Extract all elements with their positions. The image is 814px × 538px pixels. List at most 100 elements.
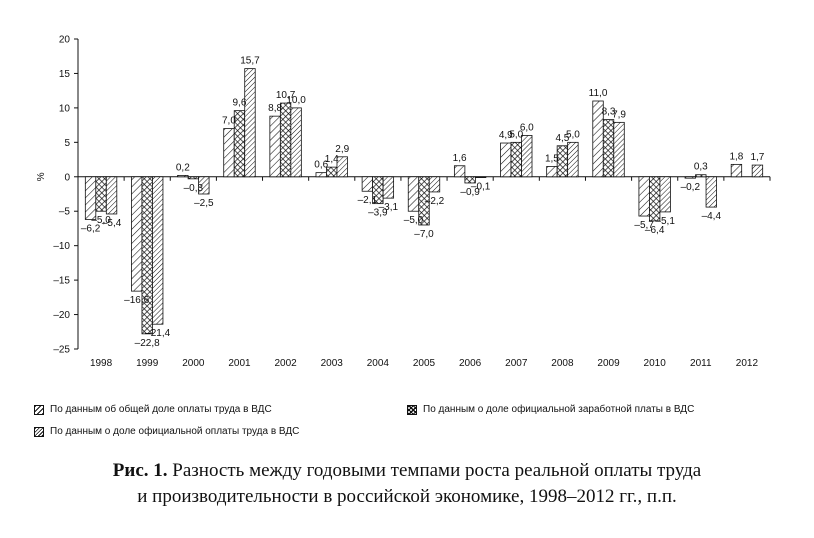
- y-tick-label: 20: [59, 35, 71, 46]
- bar-cross: [695, 174, 707, 178]
- y-tick-label: –20: [53, 310, 70, 321]
- y-tick-label: 10: [59, 103, 71, 114]
- data-label: 1,6: [453, 153, 467, 164]
- data-label: 6,0: [520, 122, 534, 133]
- data-label: –0,3: [184, 183, 204, 194]
- data-label: –2,2: [425, 196, 445, 207]
- data-label: 2,9: [335, 144, 349, 155]
- bars: [84, 68, 764, 335]
- data-label: –5,1: [655, 216, 675, 227]
- bar-diag-dense: [290, 107, 302, 178]
- y-tick-label: –25: [53, 345, 70, 356]
- data-label: 15,7: [240, 56, 260, 67]
- bar-diag-sparse: [453, 165, 466, 178]
- x-tick-label: 2009: [597, 358, 620, 369]
- data-labels: –6,2 –16,6 0,2 7,0 8,8 0,6 –2,1 –5,0 1,6 4,9 1,5 11…: [81, 56, 765, 349]
- x-tick-label: 1999: [136, 358, 159, 369]
- data-label: 1,7: [750, 152, 764, 163]
- bar-diag-dense: [152, 176, 164, 325]
- data-label: –3,9: [368, 208, 388, 219]
- x-tick-label: 2007: [505, 358, 528, 369]
- bar-diag-sparse: [84, 176, 97, 220]
- bar-diag-sparse: [684, 176, 696, 179]
- x-tick-label: 2001: [228, 358, 251, 369]
- data-label: –0,1: [471, 181, 491, 192]
- y-tick-label: –5: [59, 207, 71, 218]
- bar-diag-sparse: [315, 172, 327, 178]
- data-label: –2,5: [194, 198, 214, 209]
- y-axis-label: %: [36, 172, 47, 181]
- bar-diag-dense: [705, 176, 717, 208]
- data-label: –5,0: [91, 215, 111, 226]
- bar-diag-dense: [105, 176, 118, 215]
- bar-diag-dense: [428, 176, 441, 193]
- y-tick-label: 5: [64, 138, 70, 149]
- data-label: –5,7: [634, 220, 654, 231]
- data-label: –3,1: [379, 202, 399, 213]
- data-label: –5,0: [404, 215, 424, 226]
- bar-diag-dense: [521, 135, 533, 178]
- x-tick-label: 2003: [321, 358, 344, 369]
- y-tick-label: –10: [53, 241, 70, 252]
- data-label: 0,2: [176, 162, 190, 173]
- data-label: –6,2: [81, 223, 101, 234]
- data-label: –6,4: [645, 225, 665, 236]
- x-tick-label: 2002: [274, 358, 297, 369]
- x-tick-label: 2005: [413, 358, 436, 369]
- caption-prefix: Рис. 1.: [112, 460, 168, 481]
- x-tick-label: 2000: [182, 358, 205, 369]
- bar-diag-sparse: [407, 176, 420, 212]
- data-label: –0,2: [681, 182, 701, 193]
- data-label: 4,9: [499, 130, 513, 141]
- bar-cross: [649, 176, 661, 222]
- bar-diag-sparse: [546, 166, 558, 178]
- legend-item-2: По данным о доле официальной заработной …: [407, 404, 694, 415]
- legend-label: По данным о доле официальной заработной …: [423, 404, 695, 415]
- data-label: 0,6: [314, 160, 328, 171]
- y-tick-label: 15: [59, 69, 71, 80]
- data-label: 8,8: [268, 103, 282, 114]
- bar-diag-sparse: [223, 128, 235, 178]
- bar-cross: [187, 176, 199, 180]
- bar-diag-dense: [751, 164, 764, 178]
- data-label: 1,4: [325, 154, 339, 165]
- bar-diag-dense: [567, 141, 579, 178]
- bar-diag-sparse: [500, 142, 512, 178]
- data-label: 5,0: [509, 129, 523, 140]
- bar-cross: [141, 176, 153, 335]
- x-tick-label: 2008: [551, 358, 574, 369]
- bar-diag-dense: [613, 121, 625, 178]
- bar-cross: [95, 176, 107, 212]
- x-tick-label: 2011: [690, 358, 712, 369]
- bar-diag-dense: [474, 176, 487, 178]
- legend-label: По данным о доле официальной оплаты труд…: [50, 426, 300, 437]
- bar-diag-dense: [198, 176, 210, 195]
- data-label: 10,7: [276, 90, 296, 101]
- x-tick-label: 2010: [644, 358, 667, 369]
- x-tick-label: 1998: [90, 358, 113, 369]
- legend-item-1: По данным об общей доле оплаты труда в В…: [34, 404, 272, 415]
- data-label: 10,0: [286, 95, 306, 106]
- data-label: –4,4: [702, 211, 722, 222]
- data-label: –5,4: [102, 218, 122, 229]
- x-tick-label: 2012: [736, 358, 759, 369]
- data-label: 9,6: [233, 98, 247, 109]
- caption-line-2: и производительности в российской эконом…: [137, 486, 677, 507]
- bar-diag-sparse: [269, 115, 281, 178]
- data-label: 4,5: [555, 133, 569, 144]
- data-label: –21,4: [145, 328, 170, 339]
- legend-swatch-diag-sparse: [34, 404, 44, 415]
- bar-diag-sparse: [131, 176, 143, 292]
- legend-item-3: По данным о доле официальной оплаты труд…: [34, 426, 299, 437]
- bar-cross: [418, 176, 430, 226]
- data-label: –2,1: [358, 195, 378, 206]
- bar-cross: [602, 119, 615, 178]
- bar-chart: 20 15 10 5 0 –5 –10 –15 –20 –25% 1998 1999 2000 2001…: [36, 35, 771, 369]
- y-tick-label: –15: [53, 276, 70, 287]
- figure-caption: Рис. 1. Разность между годовыми темпами …: [0, 458, 814, 510]
- data-label: 5,0: [566, 129, 580, 140]
- data-label: 7,0: [222, 116, 236, 127]
- bar-diag-sparse: [730, 163, 743, 178]
- data-label: –0,9: [460, 187, 480, 198]
- x-tick-label: 2004: [367, 358, 390, 369]
